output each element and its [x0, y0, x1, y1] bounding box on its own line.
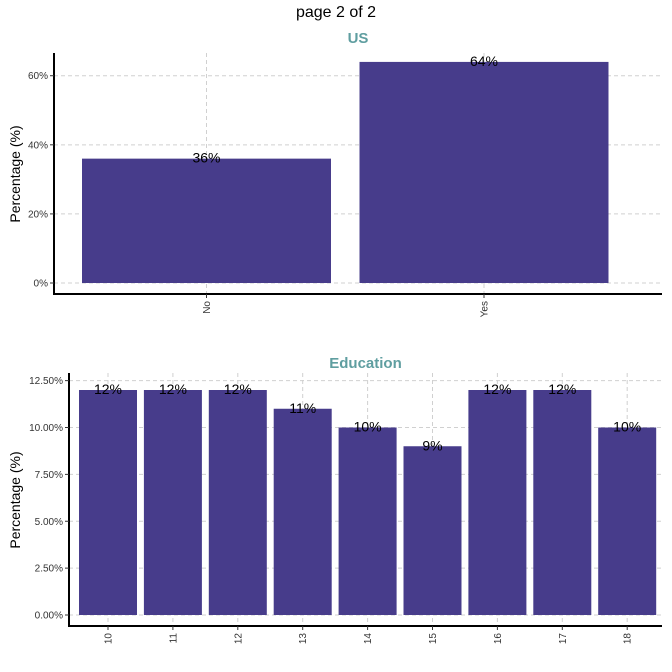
- x-tick-label: Yes: [480, 301, 491, 317]
- data-label: 12%: [224, 381, 252, 397]
- data-label: 12%: [548, 381, 576, 397]
- us-chart: US 36% 64% 0% 20% 40% 60% No Yes Percentage (%): [7, 30, 662, 317]
- y-tick-label: 7.50%: [35, 470, 63, 481]
- x-tick-label: 14: [363, 633, 374, 645]
- x-tick-label: No: [202, 301, 213, 314]
- bar-14: [338, 427, 397, 615]
- bar-11: [143, 390, 202, 615]
- data-label: 12%: [94, 381, 122, 397]
- bar-Yes: [359, 61, 609, 284]
- x-tick-label: 17: [558, 633, 569, 645]
- bar-17: [533, 390, 592, 615]
- panel-title: US: [348, 30, 369, 47]
- x-tick-label: 18: [623, 633, 634, 645]
- data-label: 12%: [159, 381, 187, 397]
- data-label: 64%: [470, 53, 498, 69]
- data-label: 10%: [613, 419, 641, 435]
- bar-No: [82, 158, 331, 283]
- data-label: 36%: [192, 150, 220, 166]
- y-tick-label: 12.50%: [29, 376, 63, 387]
- data-label: 12%: [483, 381, 511, 397]
- bar-18: [598, 427, 657, 615]
- x-tick-label: 16: [493, 633, 504, 645]
- bar-10: [79, 390, 137, 615]
- bar-16: [468, 390, 527, 615]
- x-tick-label: 15: [428, 633, 439, 645]
- data-label: 9%: [422, 437, 442, 453]
- y-tick-label: 2.50%: [35, 564, 63, 575]
- y-tick-label: 10.00%: [29, 423, 63, 434]
- bar-13: [273, 408, 332, 615]
- y-tick-label: 20%: [28, 209, 48, 220]
- bar-12: [208, 390, 267, 615]
- y-tick-label: 60%: [28, 71, 48, 82]
- page-title: page 2 of 2: [295, 4, 377, 21]
- y-tick-label: 5.00%: [35, 517, 63, 528]
- x-tick-label: 13: [298, 633, 309, 645]
- bar-15: [403, 446, 462, 615]
- x-tick-label: 12: [233, 633, 244, 645]
- y-tick-label: 0%: [34, 279, 49, 290]
- y-tick-label: 40%: [28, 140, 48, 151]
- data-label: 11%: [289, 400, 316, 416]
- x-tick-label: 10: [104, 633, 115, 645]
- panel-title: Education: [329, 355, 402, 372]
- y-tick-label: 0.00%: [35, 611, 63, 622]
- y-axis-title: Percentage (%): [7, 125, 23, 222]
- y-axis-title: Percentage (%): [7, 451, 23, 548]
- data-label: 10%: [354, 419, 382, 435]
- x-tick-label: 11: [168, 633, 179, 644]
- education-chart: Education 12% 12% 12% 11% 10% 9% 12% 12% 10% 0.00%…: [7, 355, 662, 644]
